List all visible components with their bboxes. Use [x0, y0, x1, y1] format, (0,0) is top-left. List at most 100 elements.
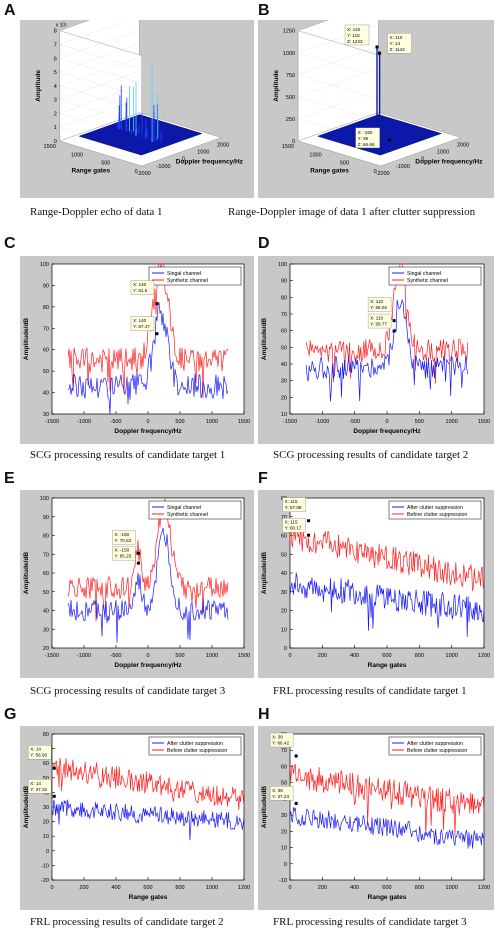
- g-datatip-box: [28, 745, 52, 760]
- e-datatip-box: [112, 545, 136, 561]
- a-ytick-label: 0: [135, 169, 138, 175]
- c-ytick-label: 30: [43, 412, 49, 418]
- d-datatip-marker: [392, 319, 396, 323]
- d-plot-area: [289, 263, 485, 415]
- e-ytick-label: 90: [43, 515, 49, 521]
- g-legend-label: Before clutter suppression: [167, 748, 227, 754]
- b-datatip-text: X: 140: [347, 27, 361, 32]
- b-datatip-box: [355, 127, 380, 149]
- f-datatip-text: Y: 67.88: [285, 505, 302, 510]
- g-ytick-label: 10: [43, 834, 49, 840]
- f-ytick-label: 40: [281, 571, 287, 577]
- b-ytick-label: 1000: [309, 152, 321, 158]
- d-ytick-label: 60: [281, 329, 287, 335]
- b-datatip-text: Y: 115: [347, 33, 360, 38]
- e-ylabel: Amplitude/dB: [23, 552, 30, 595]
- f-legend-box: [388, 500, 482, 520]
- b-wall-grid: [297, 68, 381, 122]
- e-series-first: [67, 527, 229, 643]
- g-datatip-text: X: 14: [30, 747, 41, 752]
- caption-f: FRL processing results of candidate targ…: [273, 685, 467, 697]
- d-datatip-box: [367, 297, 392, 312]
- d-datatip-text: X: 110: [370, 316, 383, 321]
- b-ytick-label: 1500: [282, 144, 294, 150]
- c-ytick-label: 100: [40, 262, 49, 268]
- a-ztick-label: 4: [54, 84, 57, 90]
- c-xtick-label: -500: [110, 419, 121, 425]
- a-xtick-label: 0: [182, 157, 185, 163]
- a-ytick-label: 1500: [44, 144, 56, 150]
- e-datatip-text: Y: 70.52: [114, 538, 131, 543]
- c-datatip-box: [130, 316, 155, 331]
- d-ytick-label: 80: [281, 295, 287, 301]
- c-datatip-marker: [155, 302, 159, 306]
- a-wall-grid: [59, 57, 142, 111]
- g-ytick-label: -10: [41, 863, 49, 869]
- d-ytick-label: 100: [278, 262, 287, 268]
- caption-h: FRL processing results of candidate targ…: [273, 916, 467, 928]
- caption-a: Range-Doppler echo of data 1: [30, 206, 163, 218]
- c-xlabel: Doppler frequency/Hz: [114, 428, 182, 435]
- e-ytick-label: 100: [40, 496, 49, 502]
- g-ylabel: Amplitude/dB: [23, 786, 30, 829]
- h-ytick-label: -10: [279, 878, 287, 884]
- b-wall-grid: [297, 46, 381, 100]
- b-ylabel: Range gates: [310, 168, 349, 175]
- a-zlabel: Amplitude: [35, 70, 42, 102]
- g-legend-box: [148, 736, 242, 756]
- e-ytick-label: 70: [43, 552, 49, 558]
- caption-d: SCG processing results of candidate targ…: [273, 449, 469, 461]
- h-datatip-text: Y: 66.42: [272, 741, 289, 746]
- chart-h-line: 020040060080010001200-100102030405060708…: [258, 726, 494, 910]
- caption-c: SCG processing results of candidate targ…: [30, 449, 226, 461]
- e-ytick-label: 30: [43, 627, 49, 633]
- b-wall-grid: [297, 20, 381, 56]
- d-datatip-text: X: 110: [370, 299, 383, 304]
- b-ytick-label: 0: [374, 169, 377, 175]
- a-ztick-label: 0: [54, 139, 57, 145]
- d-datatip-box: [367, 313, 392, 329]
- a-wall-grid: [59, 71, 142, 125]
- e-xtick-label: 0: [146, 653, 149, 659]
- a-wall-grid: [59, 29, 142, 84]
- g-xlabel: Range gates: [129, 894, 168, 901]
- b-datatip-text: X: 110: [390, 35, 403, 40]
- g-series-second: [51, 757, 245, 811]
- h-ylabel: Amplitude/dB: [261, 786, 268, 829]
- g-datatip-text: X: 14: [30, 781, 41, 786]
- f-datatip-text: X: 115: [285, 520, 298, 525]
- c-xtick-label: -1500: [45, 419, 59, 425]
- chart-f-line: 02004006008001000120001020304050607080Ra…: [258, 490, 494, 678]
- d-datatip-marker: [392, 329, 396, 333]
- f-datatip-text: Y: 60.17: [285, 526, 302, 531]
- a-wall-grid: [59, 20, 142, 70]
- b-xtick-label: 0: [421, 157, 424, 163]
- a-surface-plane: [78, 114, 203, 156]
- f-xtick-label: 800: [415, 653, 424, 659]
- f-legend-label: Before clutter suppression: [407, 512, 467, 518]
- f-series-first: [289, 572, 485, 637]
- panel-letter-g: G: [4, 706, 17, 723]
- h-legend-label: Before clutter suppression: [407, 748, 467, 754]
- g-ytick-label: 80: [43, 732, 49, 738]
- g-ytick-label: -20: [41, 878, 49, 884]
- d-datatip-text: Y: 66.02: [370, 305, 387, 310]
- caption-g: FRL processing results of candidate targ…: [30, 916, 224, 928]
- d-xlabel: Doppler frequency/Hz: [353, 428, 421, 435]
- h-ytick-label: 10: [281, 846, 287, 852]
- b-datatip-text: Y: 39: [358, 136, 369, 141]
- f-xtick-label: 200: [318, 653, 327, 659]
- f-xtick-label: 600: [382, 653, 391, 659]
- f-datatip-text: X: 115: [285, 499, 298, 504]
- d-ytick-label: 70: [281, 312, 287, 318]
- f-legend-label: After clutter suppression: [407, 505, 463, 511]
- d-legend-label: Synthetic channel: [407, 278, 448, 284]
- f-ytick-label: 60: [281, 534, 287, 540]
- b-datatip-text: Z: 1223: [347, 39, 363, 44]
- f-series-second: [289, 523, 485, 592]
- h-ytick-label: 60: [281, 764, 287, 770]
- a-ztick-label: 5: [54, 70, 57, 76]
- b-zlabel: Amplitude: [273, 70, 280, 102]
- a-z-exponent: x 10⁵: [56, 23, 68, 29]
- h-series-second: [289, 764, 485, 836]
